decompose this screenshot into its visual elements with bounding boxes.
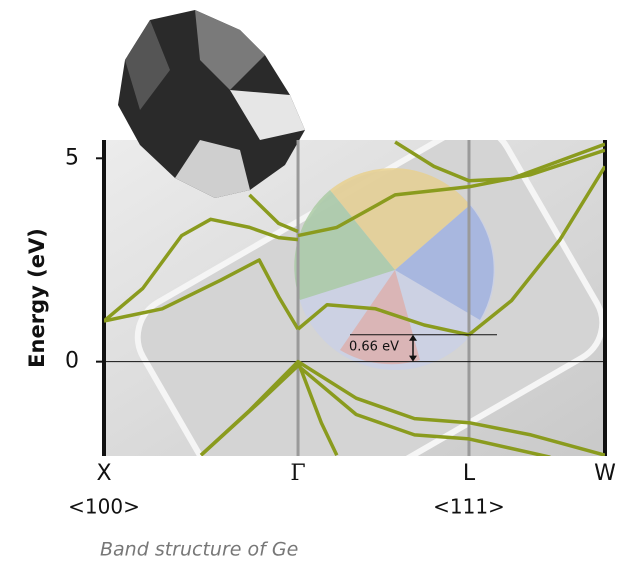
plot: X <100> Γ L <111> W 0 5 0.66 eV — [65, 140, 616, 519]
y-tick-label: 0 — [65, 349, 79, 374]
band-line — [104, 258, 300, 330]
gap-label: 0.66 eV — [349, 340, 399, 355]
band-line — [394, 140, 605, 183]
x-tick-label: X — [96, 461, 111, 486]
arrow-head — [409, 334, 417, 362]
x-tick-label: Γ — [290, 461, 305, 486]
x-tick-sublabel: <100> — [68, 495, 140, 519]
caption: Band structure of Ge — [100, 539, 298, 561]
band-line — [104, 217, 299, 323]
band-line — [467, 165, 605, 337]
y-axis-label: Energy (eV) — [25, 228, 49, 368]
x-tick-label: W — [594, 461, 616, 486]
background — [104, 140, 605, 456]
band-line — [199, 363, 551, 456]
x-tick-sublabel: <111> — [433, 495, 505, 519]
y-tick-label: 5 — [65, 145, 79, 170]
band-line — [248, 193, 299, 234]
band-line — [296, 302, 470, 337]
germanium-rock — [118, 10, 305, 198]
band-line — [296, 360, 339, 456]
band-line — [297, 148, 605, 238]
x-tick-label: L — [463, 461, 476, 486]
